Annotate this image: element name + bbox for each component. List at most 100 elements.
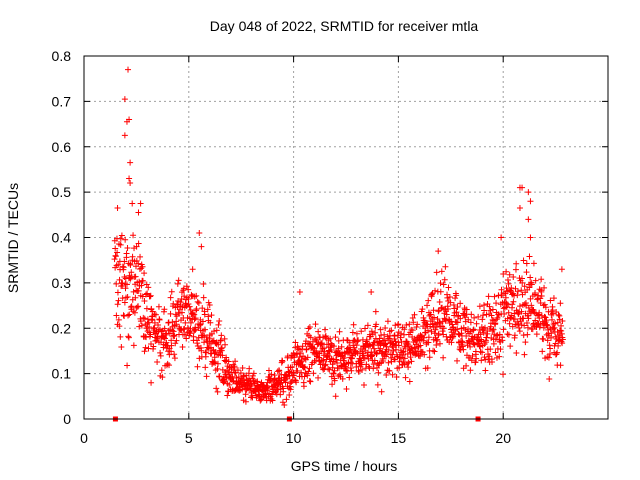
data-point [528, 281, 535, 288]
data-point [500, 371, 507, 378]
data-point [338, 343, 345, 350]
data-point [292, 339, 299, 346]
data-point [135, 260, 142, 267]
data-point [295, 345, 302, 352]
data-point [494, 314, 501, 321]
data-point-outlier [196, 229, 203, 236]
data-point [526, 284, 533, 291]
data-point [493, 300, 500, 307]
data-point [222, 341, 229, 348]
data-point [332, 334, 339, 341]
data-point [138, 282, 145, 289]
data-point [534, 296, 541, 303]
data-point [467, 319, 474, 326]
data-point [544, 337, 551, 344]
data-point [214, 388, 221, 395]
data-point [116, 276, 123, 283]
data-point [523, 269, 530, 276]
data-point [489, 316, 496, 323]
data-point [476, 343, 483, 350]
data-point [118, 232, 125, 239]
data-point [447, 299, 454, 306]
data-point [484, 330, 491, 337]
data-point [431, 330, 438, 337]
data-point [479, 316, 486, 323]
data-point [152, 311, 159, 318]
data-point [336, 328, 343, 335]
data-point [147, 292, 154, 299]
data-point [514, 288, 521, 295]
data-point [437, 288, 444, 295]
data-point [115, 297, 122, 304]
data-point [173, 313, 180, 320]
data-point [454, 357, 461, 364]
y-tick-label: 0.3 [52, 275, 72, 291]
data-point [559, 318, 566, 325]
data-point [365, 363, 372, 370]
data-point [216, 318, 223, 325]
data-point [513, 349, 520, 356]
data-point [237, 370, 244, 377]
data-point-outlier [378, 388, 385, 395]
data-point [161, 325, 168, 332]
data-point [470, 326, 477, 333]
data-point [136, 323, 143, 330]
data-point [279, 358, 286, 365]
data-point [459, 343, 466, 350]
data-point [320, 366, 327, 373]
data-point [290, 372, 297, 379]
data-point [282, 379, 289, 386]
data-point [201, 332, 208, 339]
data-point [431, 348, 438, 355]
data-point [203, 349, 210, 356]
data-point [311, 345, 318, 352]
data-point [400, 348, 407, 355]
data-point [225, 358, 232, 365]
x-tick-label: 5 [185, 430, 193, 446]
data-point [322, 361, 329, 368]
data-point [449, 334, 456, 341]
data-point [334, 359, 341, 366]
data-point [359, 366, 366, 373]
data-point [388, 327, 395, 334]
data-point [193, 305, 200, 312]
data-point [362, 325, 369, 332]
data-point [530, 260, 537, 267]
data-point [559, 336, 566, 343]
data-point [213, 385, 220, 392]
y-tick-label: 0.5 [52, 184, 72, 200]
data-point [186, 303, 193, 310]
data-point [530, 307, 537, 314]
data-point [419, 306, 426, 313]
data-point [175, 298, 182, 305]
data-point-outlier [527, 198, 534, 205]
data-point [115, 261, 122, 268]
data-point [123, 250, 130, 257]
data-point [370, 339, 377, 346]
data-point [417, 342, 424, 349]
data-point [505, 331, 512, 338]
data-point [424, 327, 431, 334]
data-point [390, 341, 397, 348]
data-point [383, 343, 390, 350]
data-point [293, 379, 300, 386]
data-point [225, 368, 232, 375]
x-axis-label: GPS time / hours [291, 458, 398, 474]
data-point [324, 352, 331, 359]
data-point [557, 362, 564, 369]
data-point [382, 325, 389, 332]
data-point [223, 367, 230, 374]
data-point [455, 312, 462, 319]
data-point [405, 341, 412, 348]
data-point [214, 365, 221, 372]
data-point [141, 348, 148, 355]
data-point [427, 311, 434, 318]
data-point [398, 354, 405, 361]
data-point [122, 285, 129, 292]
data-point [505, 280, 512, 287]
data-point [523, 260, 530, 267]
data-point [284, 373, 291, 380]
data-point [463, 362, 470, 369]
data-point [518, 287, 525, 294]
data-point [558, 327, 565, 334]
